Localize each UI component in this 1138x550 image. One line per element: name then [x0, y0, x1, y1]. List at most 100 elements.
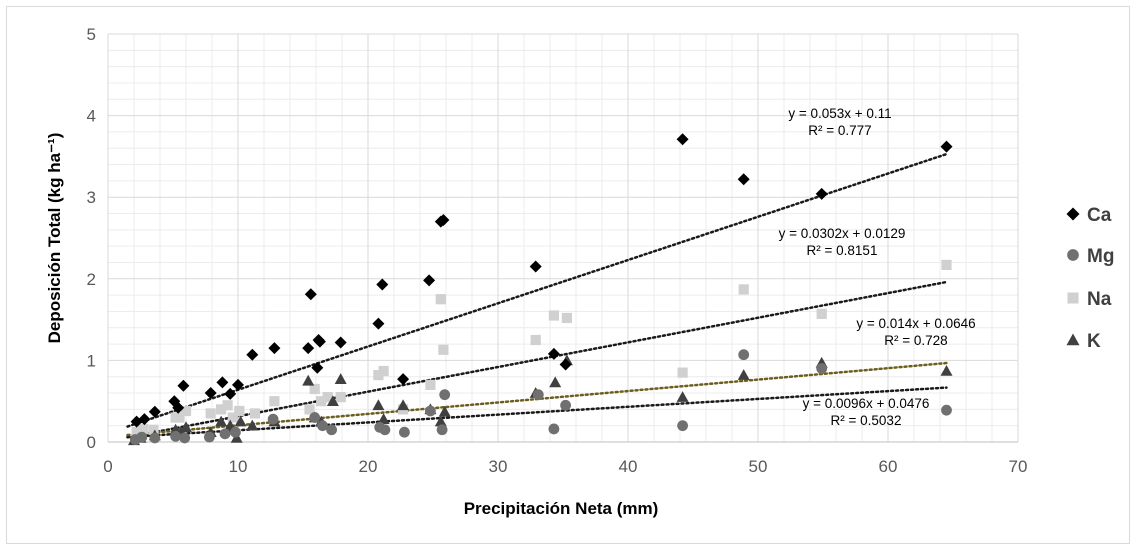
data-point-na — [322, 392, 333, 403]
data-point-mg — [309, 412, 321, 423]
data-point-ca — [940, 140, 953, 153]
data-point-na — [941, 259, 952, 271]
data-point-mg — [136, 431, 148, 443]
equation-mg: y = 0.0096x + 0.0476 — [803, 396, 930, 411]
equation-na: y = 0.0302x + 0.0129 — [779, 226, 906, 241]
data-point-na — [561, 312, 572, 324]
x-tick-label: 30 — [489, 457, 508, 476]
data-point-k — [549, 376, 562, 388]
data-point-ca — [302, 342, 315, 355]
trendlines — [126, 152, 948, 439]
x-tick-label: 40 — [619, 457, 638, 476]
data-point-ca — [232, 378, 244, 391]
legend-label-ca: Ca — [1087, 205, 1112, 226]
x-axis-title: Precipitación Neta (mm) — [464, 499, 659, 518]
legend-marker-na — [1067, 292, 1079, 304]
data-point-ca — [676, 133, 689, 146]
data-point-k — [246, 419, 259, 431]
x-tick-label: 50 — [749, 457, 768, 476]
x-tick-label: 20 — [359, 457, 378, 476]
data-point-na — [425, 379, 436, 390]
data-point-k — [372, 399, 385, 411]
data-point-mg — [436, 424, 448, 436]
data-point-k — [737, 369, 750, 380]
data-point-na — [174, 412, 185, 423]
data-point-na — [309, 383, 320, 395]
data-point-ca — [559, 358, 572, 371]
data-point-mg — [816, 363, 828, 374]
data-point-ca — [148, 405, 161, 418]
legend-marker-mg — [1067, 249, 1079, 261]
data-point-ca — [372, 317, 385, 330]
data-point-k — [180, 421, 192, 433]
data-point-k — [377, 413, 390, 424]
data-point-na — [205, 408, 216, 419]
legend-marker-ca — [1066, 207, 1080, 221]
data-point-na — [816, 308, 827, 319]
r-squared-na: R² = 0.8151 — [807, 243, 878, 258]
r-squared-mg: R² = 0.5032 — [831, 413, 902, 428]
data-point-na — [304, 404, 315, 415]
data-point-ca — [138, 413, 151, 426]
data-point-ca — [437, 214, 450, 227]
data-point-na — [138, 423, 149, 435]
data-point-mg — [677, 420, 688, 432]
data-point-ca — [177, 379, 190, 392]
r-squared-k: R² = 0.728 — [884, 333, 947, 348]
data-point-na — [378, 365, 389, 377]
data-point-na — [548, 310, 559, 321]
y-axis-title: Deposición Total (kg ha⁻¹) — [45, 133, 64, 344]
legend-marker-k — [1066, 333, 1080, 346]
y-tick-label: 2 — [87, 270, 96, 289]
data-point-ca — [172, 401, 185, 414]
legend-label-k: K — [1087, 331, 1101, 352]
data-points — [128, 133, 953, 446]
r-squared-ca: R² = 0.777 — [808, 123, 871, 138]
major-gridlines — [107, 33, 1019, 443]
data-point-ca — [304, 288, 317, 301]
data-point-mg — [170, 430, 182, 442]
data-point-ca — [311, 361, 324, 374]
data-point-na — [438, 344, 449, 355]
legend-label-mg: Mg — [1087, 246, 1114, 267]
data-point-mg — [738, 349, 750, 361]
x-tick-label: 60 — [879, 457, 898, 476]
data-point-na — [335, 392, 346, 403]
data-point-mg — [532, 389, 544, 401]
trendline-mg — [126, 386, 948, 439]
data-point-mg — [230, 426, 241, 438]
data-point-mg — [425, 405, 436, 417]
data-point-ca — [334, 336, 347, 349]
data-point-ca — [224, 387, 237, 400]
data-point-na — [316, 396, 327, 407]
data-point-mg — [326, 424, 337, 436]
data-point-na — [234, 405, 245, 417]
x-tick-label: 70 — [1009, 457, 1028, 476]
data-point-na — [249, 408, 260, 419]
data-point-na — [227, 412, 238, 423]
x-tick-label: 0 — [103, 457, 112, 476]
data-point-na — [269, 396, 280, 407]
data-point-mg — [267, 413, 279, 425]
minor-gridlines — [108, 34, 1018, 442]
data-point-k — [940, 365, 953, 376]
data-point-ca — [737, 173, 750, 186]
data-point-ca — [547, 347, 560, 360]
data-point-mg — [219, 428, 231, 440]
equation-k: y = 0.014x + 0.0646 — [856, 316, 975, 331]
data-point-ca — [268, 342, 281, 355]
x-tick-labels: 0 10 20 30 40 50 60 70 — [103, 457, 1027, 476]
data-point-na — [216, 404, 227, 415]
data-point-na — [131, 427, 142, 438]
data-point-k — [397, 399, 410, 411]
data-point-ca — [246, 348, 259, 361]
y-tick-label: 0 — [87, 433, 96, 452]
data-point-mg — [548, 423, 560, 435]
legend-label-na: Na — [1087, 289, 1112, 310]
data-point-na — [222, 400, 233, 411]
data-point-mg — [379, 424, 391, 436]
data-point-na — [530, 334, 541, 346]
data-point-k — [334, 373, 347, 384]
y-tick-label: 5 — [87, 25, 96, 44]
y-tick-label: 4 — [87, 107, 96, 126]
